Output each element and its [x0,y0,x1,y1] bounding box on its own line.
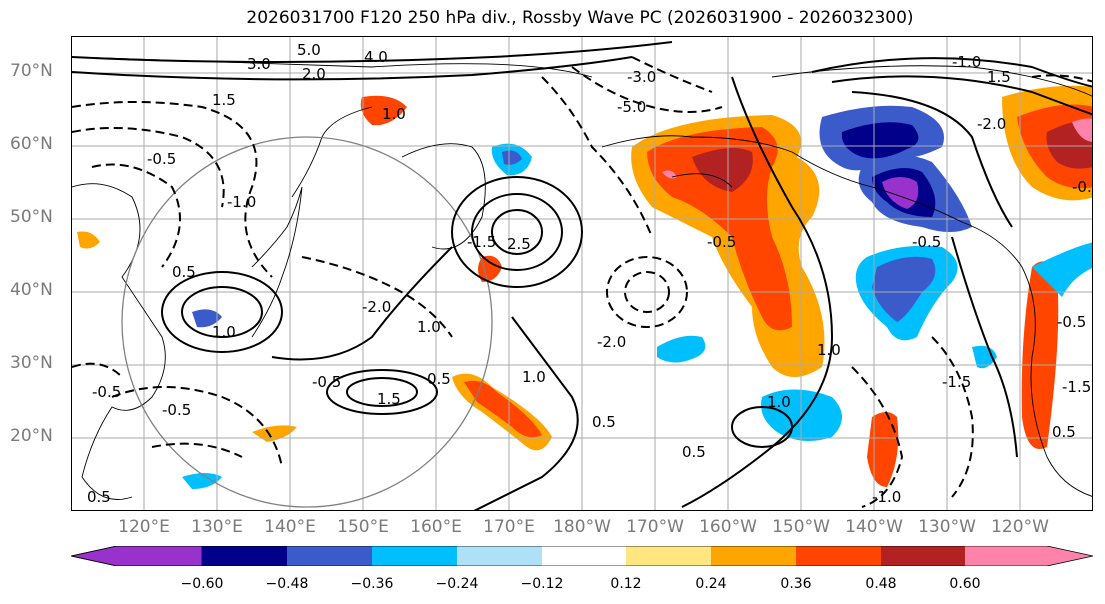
svg-text:3.0: 3.0 [247,55,271,73]
svg-text:1.5: 1.5 [987,68,1011,86]
colorbar-tick: 0.48 [865,576,897,592]
lon-label-120e: 120°E [118,517,170,537]
colorbar-tick: −0.48 [265,576,309,592]
svg-text:5.0: 5.0 [297,41,321,59]
colorbar-tick: −0.24 [435,576,479,592]
svg-text:-0.5: -0.5 [312,373,341,391]
colorbar-tick: −0.12 [520,576,564,592]
colorbar-tick: −0.36 [350,576,394,592]
solid-contours [72,41,1092,510]
colorbar [71,546,1093,566]
svg-text:1.0: 1.0 [382,105,406,123]
reference-circle [121,136,493,508]
colorbar-segment [542,546,626,566]
colorbar-segment [796,546,881,566]
svg-text:0.5: 0.5 [427,370,451,388]
grid-lines [72,37,1092,510]
svg-text:1.5: 1.5 [377,390,401,408]
svg-text:-0.5: -0.5 [92,383,121,401]
svg-text:-0.5: -0.5 [1072,178,1093,196]
colorbar-segment [202,546,287,566]
lon-label-140e: 140°E [264,517,316,537]
svg-text:-1.0: -1.0 [872,488,901,506]
svg-text:-5.0: -5.0 [617,98,646,116]
svg-text:-0.5: -0.5 [912,233,941,251]
lon-label-180w: 180°W [553,517,611,537]
svg-text:-1.5: -1.5 [942,373,971,391]
svg-text:-3.0: -3.0 [627,68,656,86]
lat-label-60n: 60°N [10,134,53,154]
lat-label-40n: 40°N [10,280,53,300]
svg-text:1.0: 1.0 [817,341,841,359]
svg-text:0.5: 0.5 [172,263,196,281]
lon-label-140w: 140°W [845,517,903,537]
svg-text:-1.5: -1.5 [467,233,496,251]
svg-text:-0.5: -0.5 [162,401,191,419]
svg-text:1.5: 1.5 [212,91,236,109]
lon-label-160e: 160°E [410,517,462,537]
lon-label-120w: 120°W [991,517,1049,537]
svg-text:1.0: 1.0 [767,393,791,411]
lat-label-70n: 70°N [10,61,53,81]
svg-text:-0.5: -0.5 [147,150,176,168]
colorbar-segment [372,546,457,566]
svg-text:0.5: 0.5 [1052,423,1076,441]
svg-text:0.5: 0.5 [87,488,111,506]
colorbar-segment [711,546,796,566]
svg-text:-2.0: -2.0 [362,298,391,316]
lon-label-160w: 160°W [699,517,757,537]
svg-text:2.0: 2.0 [302,65,326,83]
colorbar-segment [287,546,372,566]
lon-label-170w: 170°W [626,517,684,537]
colorbar-tick: −0.60 [180,576,224,592]
colorbar-tick: 0.60 [949,576,981,592]
colorbar-segment [626,546,711,566]
lat-label-20n: 20°N [10,426,53,446]
contour-labels: 5.0 4.0 3.0 2.0 1.0 1.5 0.5 -0.5 -1.0 -1… [87,41,1093,506]
colorbar-extend-high [965,546,1093,566]
svg-text:-0.5: -0.5 [1057,313,1086,331]
map-panel: 5.0 4.0 3.0 2.0 1.0 1.5 0.5 -0.5 -1.0 -1… [71,36,1093,511]
colorbar-tick: 0.12 [610,576,642,592]
lon-label-150w: 150°W [772,517,830,537]
colorbar-tick: 0.24 [695,576,727,592]
svg-text:-1.5: -1.5 [1062,378,1091,396]
map-title: 2026031700 F120 250 hPa div., Rossby Wav… [246,8,914,28]
svg-text:0.5: 0.5 [682,443,706,461]
svg-text:1.0: 1.0 [212,323,236,341]
svg-text:-0.5: -0.5 [707,233,736,251]
dashed-contours [72,56,1092,508]
colorbar-extend-low [71,546,203,566]
lon-label-130w: 130°W [918,517,976,537]
svg-text:-1.0: -1.0 [227,193,256,211]
map-canvas: 5.0 4.0 3.0 2.0 1.0 1.5 0.5 -0.5 -1.0 -1… [72,37,1093,510]
colorbar-tick: 0.36 [780,576,812,592]
svg-text:-2.0: -2.0 [977,115,1006,133]
lat-label-50n: 50°N [10,207,53,227]
svg-text:-2.0: -2.0 [597,333,626,351]
svg-text:2.5: 2.5 [507,235,531,253]
svg-text:1.0: 1.0 [522,368,546,386]
lat-label-30n: 30°N [10,353,53,373]
shaded-divergence [77,85,1092,489]
lon-label-130e: 130°E [191,517,243,537]
svg-text:1.0: 1.0 [417,318,441,336]
svg-text:-1.0: -1.0 [952,53,981,71]
lon-label-150e: 150°E [337,517,389,537]
svg-text:4.0: 4.0 [364,48,388,66]
svg-text:0.5: 0.5 [592,413,616,431]
lon-label-170e: 170°E [483,517,535,537]
colorbar-segment [881,546,965,566]
colorbar-segment [457,546,542,566]
